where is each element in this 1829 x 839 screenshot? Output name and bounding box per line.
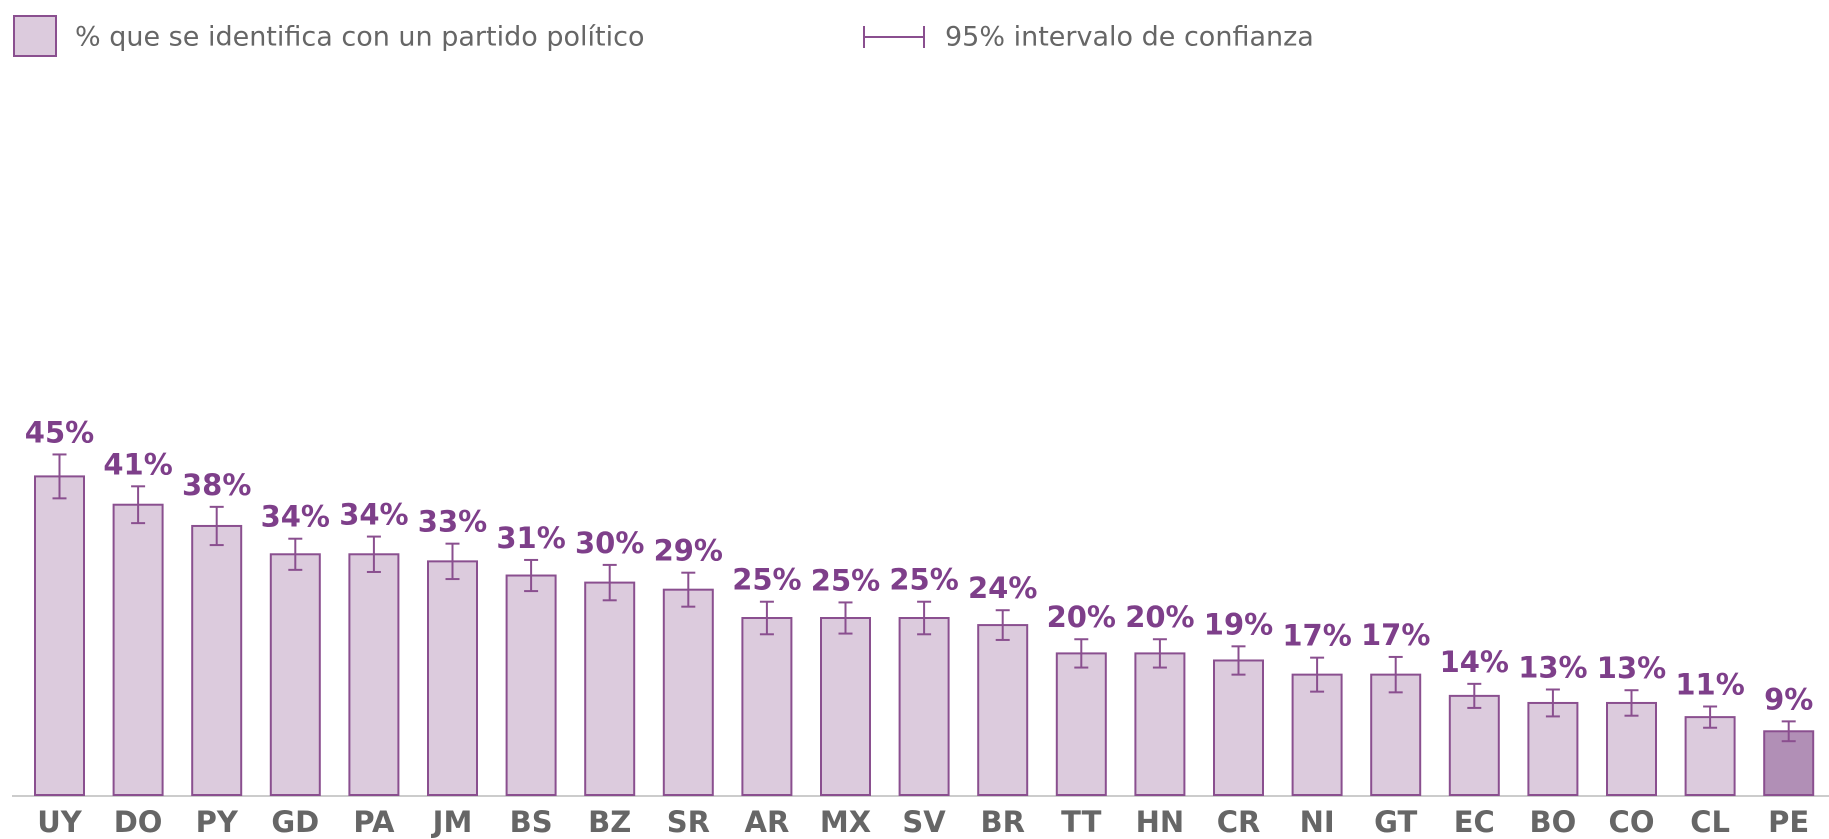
value-label: 19%	[1204, 607, 1273, 641]
bar	[34, 475, 85, 796]
bar	[1527, 701, 1579, 797]
x-tick-label: DO	[114, 805, 163, 839]
x-tick-label: CO	[1609, 805, 1655, 839]
bar	[427, 560, 478, 796]
value-label: 45%	[25, 415, 94, 449]
value-label: 13%	[1518, 651, 1587, 685]
bar	[1684, 716, 1736, 796]
x-tick-label: PE	[1768, 805, 1809, 839]
bar	[505, 574, 557, 797]
x-tick-label: CL	[1690, 805, 1730, 839]
x-tick-label: SV	[902, 805, 946, 839]
bar	[741, 617, 793, 796]
bar	[662, 588, 714, 796]
value-label: 29%	[654, 534, 723, 568]
bar	[977, 624, 1029, 797]
x-tick-label: HN	[1136, 805, 1185, 839]
x-tick-label: TT	[1061, 805, 1101, 839]
x-tick-label: UY	[37, 805, 83, 839]
value-label: 11%	[1675, 668, 1744, 702]
x-tick-label: EC	[1454, 805, 1495, 839]
bar	[191, 524, 243, 797]
x-tick-label: CR	[1217, 805, 1261, 839]
value-label: 41%	[103, 447, 172, 481]
bar	[584, 581, 636, 796]
bar	[1448, 694, 1500, 797]
legend-swatch	[13, 15, 57, 57]
legend-label: % que se identifica con un partido polít…	[75, 22, 644, 53]
bar	[112, 503, 164, 796]
value-label: 34%	[261, 500, 330, 534]
x-tick-label: GD	[271, 805, 319, 839]
value-label: 24%	[968, 571, 1037, 605]
value-label: 20%	[1125, 600, 1194, 634]
value-label: 20%	[1047, 600, 1116, 634]
bar	[1291, 673, 1343, 797]
bar	[820, 617, 871, 796]
value-label: 38%	[182, 468, 251, 502]
x-tick-label: BR	[980, 805, 1024, 839]
legend-label: 95% intervalo de confianza	[945, 22, 1314, 53]
x-tick-label: BS	[510, 805, 553, 839]
x-tick-label: AR	[745, 805, 790, 839]
value-label: 31%	[496, 521, 565, 555]
x-tick-label: BZ	[588, 805, 631, 839]
value-label: 34%	[339, 498, 408, 532]
value-label: 25%	[889, 563, 958, 597]
bar	[898, 617, 950, 796]
value-label: 14%	[1440, 645, 1509, 679]
bar	[1606, 701, 1657, 797]
x-tick-label: MX	[820, 805, 871, 839]
value-label: 17%	[1361, 618, 1430, 652]
value-label: 9%	[1764, 682, 1813, 716]
value-label: 25%	[732, 563, 801, 597]
legend-interval-icon	[863, 26, 925, 48]
x-tick-label: SR	[667, 805, 710, 839]
x-tick-label: PY	[196, 805, 239, 839]
x-tick-label: GT	[1374, 805, 1417, 839]
x-tick-label: JM	[431, 805, 473, 839]
x-tick-label: NI	[1300, 805, 1335, 839]
bar	[1134, 652, 1186, 797]
value-label: 30%	[575, 526, 644, 560]
bar	[1213, 659, 1264, 796]
bar	[348, 553, 400, 797]
x-tick-label: PA	[353, 805, 395, 839]
value-label: 17%	[1282, 619, 1351, 653]
bar	[1370, 673, 1422, 797]
value-label: 25%	[811, 563, 880, 597]
bar	[269, 553, 321, 797]
value-label: 33%	[418, 505, 487, 539]
bar	[1055, 652, 1107, 797]
x-tick-label: BO	[1530, 805, 1577, 839]
value-label: 13%	[1597, 651, 1666, 685]
